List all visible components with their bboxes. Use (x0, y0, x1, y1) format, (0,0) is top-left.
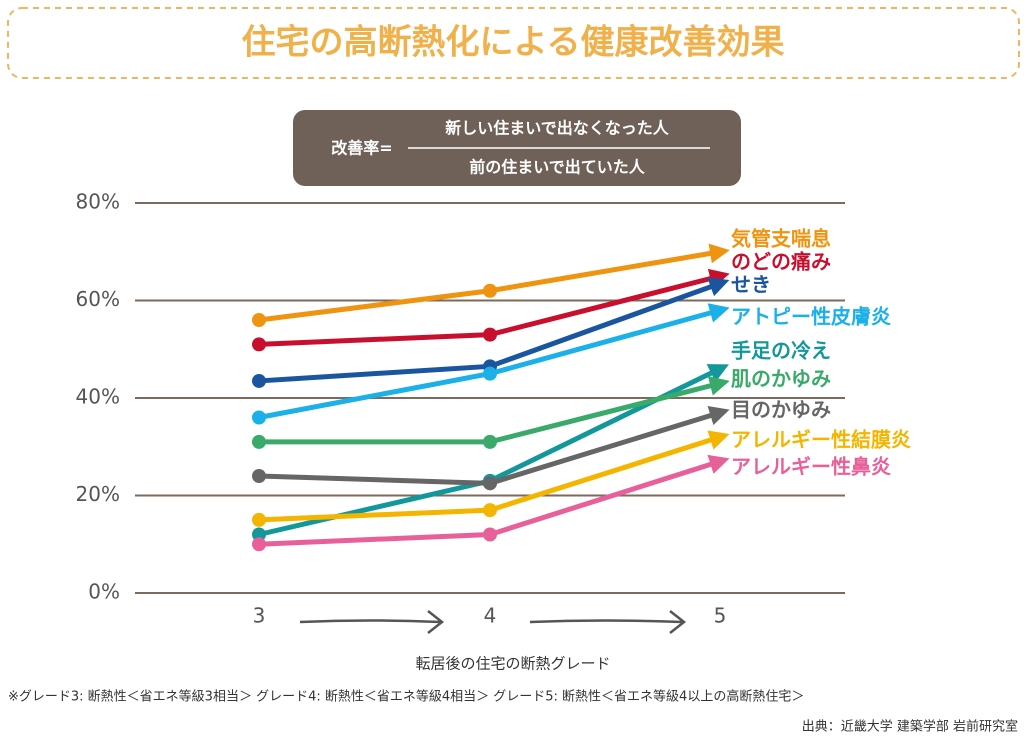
data-point (252, 313, 266, 327)
data-point (252, 469, 266, 483)
data-point (252, 434, 266, 449)
x-axis-label: 転居後の住宅の断熱グレード (415, 655, 610, 673)
source: 出典：近畿大学 建築学部 岩前研究室 (802, 719, 1018, 735)
series-label: せき (731, 273, 771, 297)
x-arrow (529, 610, 687, 634)
footnote: ※グレード3: 断熱性＜省エネ等級3相当＞ グレード4: 断熱性＜省エネ等級4相… (8, 689, 804, 705)
title-box (7, 7, 1020, 79)
data-point (252, 337, 266, 352)
series-label: アレルギー性鼻炎 (731, 455, 891, 479)
data-point (483, 283, 497, 298)
formula-left: 改善率= (331, 139, 392, 158)
series-label: 肌のかゆみ (731, 367, 831, 391)
formula-denominator: 前の住まいで出ていた人 (469, 158, 646, 177)
series-label: 目のかゆみ (731, 398, 831, 422)
x-tick-label: 3 (253, 604, 266, 628)
data-point (252, 410, 266, 425)
data-point (483, 503, 497, 518)
x-tick-label: 5 (714, 604, 727, 628)
series-label: アトピー性皮膚炎 (731, 305, 891, 329)
data-point (483, 527, 497, 542)
chart-title: 住宅の高断熱化による健康改善効果 (242, 23, 785, 63)
y-tick-label: 80% (76, 190, 120, 214)
data-point (483, 434, 497, 449)
formula-numerator: 新しい住まいで出なくなった人 (445, 119, 670, 138)
y-tick-label: 40% (76, 385, 120, 409)
y-tick-label: 20% (76, 482, 120, 506)
series-label: 手足の冷え (731, 339, 831, 363)
data-point (483, 327, 497, 342)
series-label: のどの痛み (731, 250, 831, 274)
y-tick-label: 60% (76, 287, 120, 311)
data-point (483, 366, 497, 381)
series-label: 気管支喘息 (731, 227, 831, 251)
data-point (252, 527, 266, 542)
y-tick-label: 0% (88, 580, 120, 604)
x-tick-label: 4 (484, 604, 497, 628)
x-arrow (299, 610, 445, 634)
data-point (252, 512, 266, 527)
data-point (252, 373, 266, 388)
data-point (483, 476, 497, 491)
series-label: アレルギー性結膜炎 (731, 428, 911, 452)
data-point (252, 537, 266, 552)
